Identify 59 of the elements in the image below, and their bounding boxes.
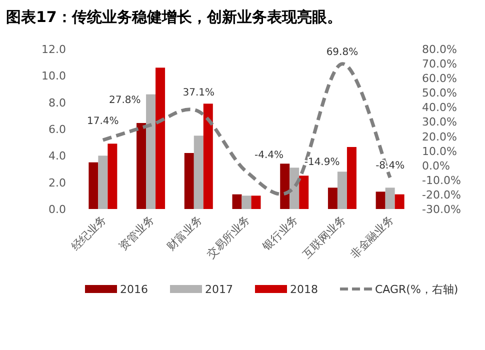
data-label: -8.4% xyxy=(376,160,405,172)
data-label: 69.8% xyxy=(326,46,358,58)
bar xyxy=(156,68,166,209)
x-tick-label: 银行业务 xyxy=(259,212,300,254)
data-label: 37.1% xyxy=(182,87,215,98)
bar xyxy=(280,164,290,209)
data-label: -4.4% xyxy=(254,150,284,161)
chart-title: 图表17：传统业务稳健增长，创新业务表现亮眼。 xyxy=(6,8,342,26)
y2-tick-label: 40.0% xyxy=(422,101,457,114)
y2-tick-label: -10.0% xyxy=(422,174,461,187)
legend-label: 2018 xyxy=(290,283,318,296)
bar xyxy=(299,176,309,209)
x-tick-label: 财富业务 xyxy=(164,212,205,254)
bar xyxy=(337,172,347,209)
y2-tick-label: 20.0% xyxy=(422,130,457,144)
bar xyxy=(146,94,156,209)
bar xyxy=(242,196,252,209)
x-tick-label: 经纪业务 xyxy=(68,212,110,254)
data-label: 17.4% xyxy=(87,116,119,128)
y-tick-label: 2.0 xyxy=(48,176,66,190)
bar xyxy=(184,153,194,209)
bar xyxy=(232,194,242,209)
x-tick-label: 资管业务 xyxy=(116,212,157,254)
y-tick-label: 12.0 xyxy=(42,43,66,56)
x-tick-label: 交易所业务 xyxy=(204,212,253,262)
y-tick-label: 8.0 xyxy=(48,96,66,110)
y2-tick-label: -30.0% xyxy=(422,203,461,216)
x-tick-label: 互联网业务 xyxy=(300,212,348,262)
y2-tick-label: 50.0% xyxy=(422,86,457,100)
bar xyxy=(136,123,146,209)
y2-tick-label: 30.0% xyxy=(422,116,457,129)
bar xyxy=(251,196,261,209)
bar xyxy=(203,104,213,209)
bar xyxy=(98,156,108,209)
y-tick-label: 4.0 xyxy=(48,150,66,163)
y2-tick-label: 10.0% xyxy=(422,144,457,158)
bar xyxy=(394,194,404,209)
legend-label: CAGR(%，右轴) xyxy=(375,283,458,296)
y2-tick-label: 80.0% xyxy=(422,43,457,56)
y-tick-label: 0.0 xyxy=(48,203,66,216)
bar xyxy=(88,162,98,209)
bar xyxy=(346,147,356,209)
x-tick-label: 非金融业务 xyxy=(348,212,396,262)
bar xyxy=(385,188,395,209)
bar xyxy=(290,168,300,209)
y-tick-label: 10.0 xyxy=(42,70,66,83)
bar xyxy=(108,144,118,209)
data-label: 27.8% xyxy=(109,94,141,106)
bar xyxy=(328,188,338,209)
y2-tick-label: 70.0% xyxy=(422,58,457,71)
y2-tick-label: -20.0% xyxy=(422,188,461,202)
y2-tick-label: 60.0% xyxy=(422,72,457,86)
y-tick-label: 6.0 xyxy=(48,123,66,136)
legend-label: 2016 xyxy=(120,283,148,296)
bar xyxy=(376,192,386,209)
legend-label: 2017 xyxy=(205,283,233,296)
y2-tick-label: 0.0% xyxy=(422,159,450,172)
bar xyxy=(194,136,204,209)
data-label: -14.9% xyxy=(304,157,340,168)
